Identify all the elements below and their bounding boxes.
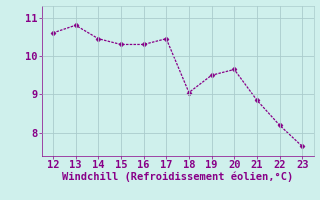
X-axis label: Windchill (Refroidissement éolien,°C): Windchill (Refroidissement éolien,°C) bbox=[62, 172, 293, 182]
